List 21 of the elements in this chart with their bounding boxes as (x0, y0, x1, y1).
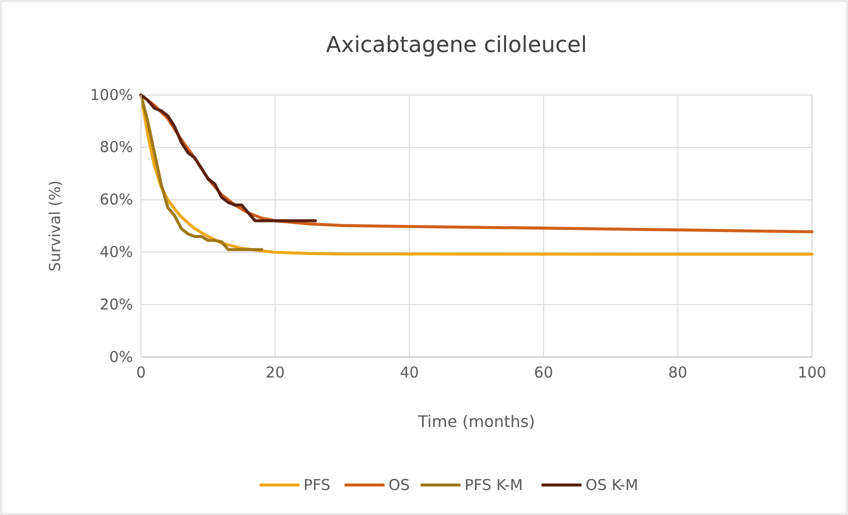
legend-label: PFS K-M (464, 476, 523, 494)
line-series (140, 94, 264, 252)
x-axis-title: Time (months) (417, 412, 535, 431)
line-series (140, 94, 317, 222)
y-tick-label: 40% (100, 243, 133, 261)
legend-label: OS (388, 476, 410, 494)
chart-title: Axicabtagene ciloleucel (326, 33, 587, 58)
x-tick-label: 60 (534, 364, 554, 382)
legend-label: OS K-M (586, 476, 638, 494)
legend-label: PFS (304, 476, 330, 494)
x-tick-label: 100 (798, 364, 826, 382)
y-tick-label: 20% (100, 295, 133, 314)
y-axis-title: Survival (%) (46, 180, 64, 272)
x-tick-label: 40 (400, 364, 419, 382)
x-tick-label: 0 (136, 364, 146, 382)
y-tick-label: 0% (109, 348, 133, 366)
y-tick-label: 100% (90, 86, 133, 104)
x-tick-label: 80 (668, 364, 688, 382)
x-tick-label: 20 (266, 364, 285, 382)
y-tick-label: 80% (100, 138, 133, 156)
y-tick-label: 60% (100, 190, 133, 209)
